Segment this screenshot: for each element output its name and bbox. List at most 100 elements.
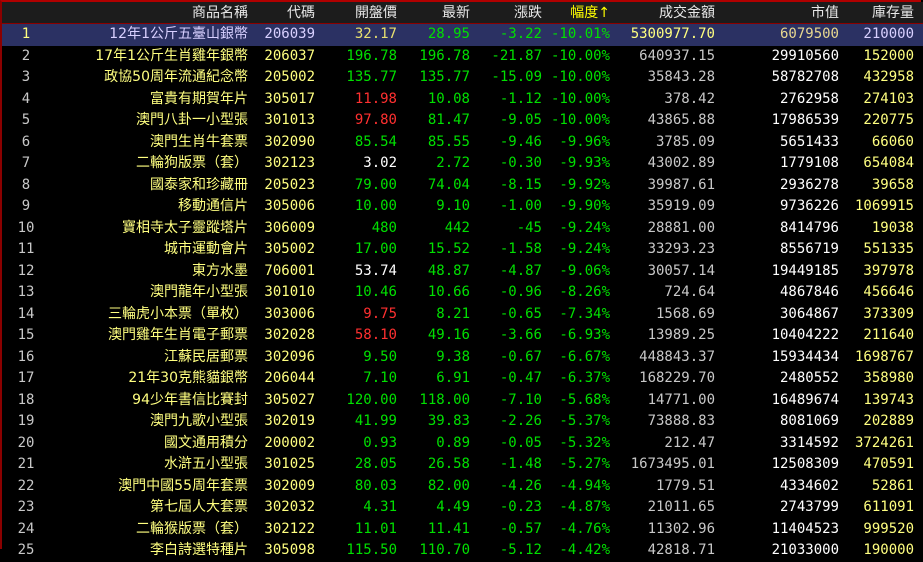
stock-quantity: 202889	[863, 413, 914, 429]
stock-quantity: 152000	[863, 47, 914, 64]
product-name: 澳門雞年生肖電子郵票	[108, 327, 248, 343]
stock-quantity: 456646	[863, 284, 914, 300]
open-price: 58.10	[354, 327, 397, 343]
table-row[interactable]: 15 澳門雞年生肖電子郵票 302028 58.10 49.16 -3.66 -6.93% 1…	[2, 325, 923, 347]
open-price: 28.05	[354, 456, 397, 472]
table-row[interactable]: 21 水滸五小型張 301025 28.05 26.58 -1.48 -5.27% 16734…	[2, 454, 923, 476]
stock-quantity: 358980	[863, 370, 914, 386]
table-row[interactable]: 2 17年1公斤生肖雞年銀幣 206037 196.78 196.78 -21.87 -10…	[2, 46, 923, 68]
table-row[interactable]: 18 94少年書信比賽封 305027 120.00 118.00 -7.10 -5.68%…	[2, 390, 923, 412]
table-row[interactable]: 1 12年1公斤五臺山銀幣 206039 32.17 28.95 -3.22 -10.01%…	[2, 24, 923, 46]
stock-quantity: 999520	[863, 520, 914, 537]
table-row[interactable]: 19 澳門九歌小型張 302019 41.99 39.83 -2.26 -5.37% 7388…	[2, 411, 923, 433]
trade-amount: 3785.09	[655, 133, 715, 150]
open-price: 17.00	[354, 241, 397, 257]
percent-change: -9.93%	[559, 155, 610, 171]
trade-amount: 39987.61	[647, 176, 715, 193]
open-price: 11.01	[354, 520, 397, 537]
product-code: 205023	[264, 176, 315, 193]
table-row[interactable]: 4 富貴有期賀年片 305017 11.98 10.08 -1.12 -10.00% 378.…	[2, 89, 923, 111]
last-price: 2.72	[436, 155, 470, 171]
table-row[interactable]: 6 澳門生肖牛套票 302090 85.54 85.55 -9.46 -9.96% 3785.…	[2, 132, 923, 154]
price-change: -3.66	[499, 327, 542, 343]
percent-change: -5.68%	[559, 391, 610, 408]
col-header-market-cap[interactable]: 市值	[811, 5, 839, 21]
table-row[interactable]: 3 政協50周年流通紀念幣 205002 135.77 135.77 -15.09 -10.…	[2, 67, 923, 89]
table-row[interactable]: 24 二輪猴版票（套） 302122 11.01 11.41 -0.57 -4.76% 113…	[2, 519, 923, 541]
table-row[interactable]: 20 國文通用積分 200002 0.93 0.89 -0.05 -5.32% 212.47 3…	[2, 433, 923, 455]
market-cap: 21033000	[771, 542, 839, 558]
trade-amount: 1779.51	[655, 477, 715, 494]
price-change: -5.12	[499, 542, 542, 558]
product-name: 移動通信片	[178, 198, 248, 214]
product-code: 302090	[264, 133, 315, 150]
trade-amount: 640937.15	[639, 47, 715, 64]
open-price: 10.00	[354, 198, 397, 214]
product-code: 206044	[264, 370, 315, 386]
last-price: 9.38	[436, 348, 470, 365]
col-header-stock[interactable]: 庫存量	[872, 5, 914, 21]
percent-change: -6.93%	[559, 327, 610, 343]
market-cap: 2762958	[779, 90, 839, 107]
product-code: 305002	[264, 241, 315, 257]
table-row[interactable]: 22 澳門中國55周年套票 302009 80.03 82.00 -4.26 -4.94% 1…	[2, 476, 923, 498]
stock-quantity: 373309	[863, 305, 914, 322]
open-price: 9.75	[363, 305, 397, 322]
row-number: 5	[21, 112, 31, 128]
last-price: 11.41	[427, 520, 470, 537]
col-header-last[interactable]: 最新	[442, 5, 470, 21]
price-change: -0.47	[499, 370, 542, 386]
last-price: 4.49	[436, 499, 470, 515]
col-header-open[interactable]: 開盤價	[355, 5, 397, 21]
product-name: 水滸五小型張	[164, 456, 248, 472]
table-row[interactable]: 14 三輪虎小本票（單枚） 303006 9.75 8.21 -0.65 -7.34% 156…	[2, 304, 923, 326]
col-header-name[interactable]: 商品名稱	[192, 5, 248, 21]
market-cap: 15934434	[771, 348, 839, 365]
product-code: 200002	[264, 434, 315, 451]
sort-ascending-icon: ↑	[598, 5, 610, 21]
stock-quantity: 611091	[863, 499, 914, 515]
row-number: 9	[21, 198, 31, 214]
col-header-code[interactable]: 代碼	[287, 5, 315, 21]
product-name: 12年1公斤五臺山銀幣	[109, 26, 248, 42]
table-row[interactable]: 10 寶相寺太子靈蹤塔片 306009 480 442 -45 -9.24% 28881.00…	[2, 218, 923, 240]
product-code: 302028	[264, 327, 315, 343]
table-row[interactable]: 5 澳門八卦一小型張 301013 97.80 81.47 -9.05 -10.00% 438…	[2, 110, 923, 132]
product-name: 國文通用積分	[164, 434, 248, 451]
table-row[interactable]: 11 城市運動會片 305002 17.00 15.52 -1.58 -9.24% 33293…	[2, 239, 923, 261]
table-row[interactable]: 16 江蘇民居郵票 302096 9.50 9.38 -0.67 -6.67% 448843.…	[2, 347, 923, 369]
col-header-amount[interactable]: 成交金額	[659, 5, 715, 21]
product-name: 東方水墨	[192, 262, 248, 279]
row-number: 2	[21, 47, 31, 64]
open-price: 4.31	[363, 499, 397, 515]
trade-amount: 1673495.01	[630, 456, 715, 472]
product-code: 303006	[264, 305, 315, 322]
open-price: 115.50	[346, 542, 397, 558]
table-row[interactable]: 13 澳門龍年小型張 301010 10.46 10.66 -0.96 -8.26% 724.…	[2, 282, 923, 304]
table-row[interactable]: 12 東方水墨 706001 53.74 48.87 -4.87 -9.06% 30057.1…	[2, 261, 923, 283]
market-cap: 8556719	[779, 241, 839, 257]
open-price: 97.80	[354, 112, 397, 128]
percent-change: -5.32%	[559, 434, 610, 451]
last-price: 81.47	[427, 112, 470, 128]
trade-amount: 378.42	[664, 90, 715, 107]
row-number: 8	[21, 176, 31, 193]
table-row[interactable]: 7 二輪狗版票（套） 302123 3.02 2.72 -0.30 -9.93% 43002.…	[2, 153, 923, 175]
price-change: -15.09	[491, 69, 542, 85]
price-change: -7.10	[499, 391, 542, 408]
row-number: 13	[17, 284, 35, 300]
product-name: 富貴有期賀年片	[150, 90, 248, 107]
table-row[interactable]: 25 李白詩選特種片 305098 115.50 110.70 -5.12 -4.42% 42…	[2, 540, 923, 562]
table-row[interactable]: 9 移動通信片 305006 10.00 9.10 -1.00 -9.90% 35919.09…	[2, 196, 923, 218]
last-price: 28.95	[427, 26, 470, 42]
table-row[interactable]: 17 21年30克熊貓銀幣 206044 7.10 6.91 -0.47 -6.37% 168…	[2, 368, 923, 390]
last-price: 48.87	[427, 262, 470, 279]
table-row[interactable]: 8 國泰家和珍藏冊 205023 79.00 74.04 -8.15 -9.92% 39987…	[2, 175, 923, 197]
product-name: 三輪虎小本票（單枚）	[108, 305, 248, 322]
market-cap: 4334602	[779, 477, 839, 494]
col-header-percent[interactable]: 幅度↑	[570, 2, 610, 24]
col-header-change[interactable]: 漲跌	[514, 5, 542, 21]
last-price: 196.78	[419, 47, 470, 64]
table-row[interactable]: 23 第七屆人大套票 302032 4.31 4.49 -0.23 -4.87% 21011.…	[2, 497, 923, 519]
stock-quantity: 551335	[863, 241, 914, 257]
